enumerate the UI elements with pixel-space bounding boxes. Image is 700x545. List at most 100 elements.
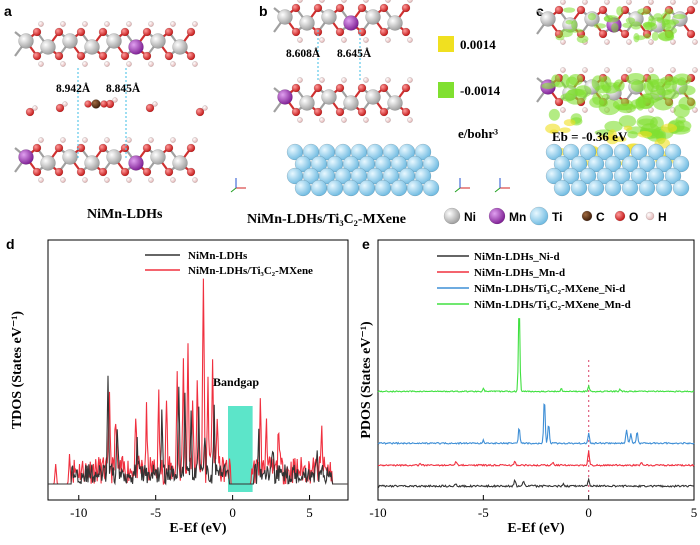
chart-d: d -10 -5 0 5 E-Ef (eV) TDOS (States eV⁻¹) B… — [6, 236, 349, 536]
isosurface-blob — [673, 14, 686, 20]
o-atom — [120, 143, 130, 153]
o-atom — [164, 143, 174, 153]
distance-label-a2: 8.845Å — [106, 81, 141, 95]
h-atom — [626, 67, 632, 73]
x-tick-label: 5 — [306, 505, 313, 520]
h-atom — [104, 177, 110, 183]
isosurface-blob — [675, 116, 686, 124]
chart-e-plot-area: -10 -5 0 5 — [369, 318, 697, 520]
o-atom — [54, 27, 64, 37]
h-atom — [297, 37, 303, 43]
ti-atom — [358, 179, 376, 197]
ni-atom — [277, 9, 293, 25]
h-atom — [385, 117, 391, 123]
h-atom — [192, 21, 198, 27]
ti-atom — [596, 143, 614, 161]
ti-atom — [587, 155, 605, 173]
panel-b-ldh-layer-mid — [273, 77, 413, 123]
panel-a-bottom-layer — [14, 137, 198, 183]
ti-atom — [579, 167, 597, 185]
c-atom — [91, 99, 101, 109]
ti-atom — [545, 143, 563, 161]
ti-atom — [664, 167, 682, 185]
isosurface-blob — [551, 74, 561, 87]
o-atom — [145, 103, 155, 113]
isosurface-blob — [618, 115, 637, 128]
ti-atom — [529, 206, 549, 226]
h-atom — [385, 0, 391, 3]
panel-b: b 8.608Å 8.645Å NiMn-LDHs/Ti₃C₂-MXene 0.… — [247, 0, 501, 227]
h-atom — [104, 21, 110, 27]
ti-atom — [570, 155, 588, 173]
ti-atom — [630, 143, 648, 161]
o-atom — [686, 29, 696, 39]
h-atom — [582, 0, 588, 5]
iso-positive-label: 0.0014 — [460, 37, 496, 52]
o-atom — [379, 107, 389, 117]
isosurface-blob — [612, 98, 634, 111]
chart-e-frame — [377, 239, 695, 501]
h-atom — [385, 77, 391, 83]
panel-c: c Eb = -0.36 eV — [536, 0, 698, 197]
isosurface-blob — [633, 32, 640, 43]
h-atom — [60, 61, 66, 67]
isosurface-blob — [565, 19, 574, 25]
h-atom — [60, 21, 66, 27]
ni-atom — [40, 39, 56, 55]
isosurface-blob — [623, 125, 633, 131]
o-atom — [335, 27, 345, 37]
h-atom — [192, 177, 198, 183]
series-line-ldh-mn-d — [377, 451, 695, 467]
ni-atom — [150, 149, 166, 165]
ti-atom — [562, 167, 580, 185]
iso-negative-swatch — [438, 82, 454, 98]
ti-atom — [422, 155, 440, 173]
isosurface-blob — [603, 15, 614, 22]
h-atom — [126, 21, 132, 27]
isosurface-blob — [593, 23, 606, 29]
isosurface-blob — [576, 35, 589, 44]
panel-b-letter: b — [259, 3, 268, 19]
ni-atom — [540, 11, 556, 27]
ti-atom — [655, 179, 673, 197]
ti-atom — [672, 179, 690, 197]
isosurface-blob — [612, 81, 622, 89]
isosurface-blob — [660, 123, 678, 133]
h-atom — [126, 61, 132, 67]
isosurface-blob — [559, 127, 571, 133]
h-atom — [363, 77, 369, 83]
chart-e-legend: NiMn-LDHs_Ni-d NiMn-LDHs_Mn-d NiMn-LDHs/… — [437, 251, 631, 311]
binding-energy-label: Eb = -0.36 eV — [552, 129, 628, 144]
ti-atom — [553, 155, 571, 173]
element-legend-label: Mn — [509, 210, 526, 224]
ti-atom — [294, 179, 312, 197]
o-atom — [76, 167, 86, 177]
h-atom — [60, 137, 66, 143]
o-atom — [379, 27, 389, 37]
isosurface-blob — [568, 73, 584, 86]
chart-e: e -10 -5 0 5 E-Ef (eV) PDOS (States eV⁻¹) N… — [359, 236, 697, 536]
isosurface-blob — [587, 12, 596, 21]
h-atom — [692, 67, 698, 73]
panel-a-interlayer-molecules — [25, 97, 208, 117]
legend-label-e-4: NiMn-LDHs/Ti₃C₂-MXene_Mn-d — [474, 299, 631, 311]
ni-atom — [18, 33, 34, 49]
isosurface-blob — [574, 85, 592, 98]
ni-atom — [106, 33, 122, 49]
ti-atom — [613, 143, 631, 161]
o-atom — [335, 107, 345, 117]
h-atom — [626, 39, 632, 45]
h-atom — [148, 177, 154, 183]
o-atom — [291, 107, 301, 117]
o-atom — [164, 27, 174, 37]
h-atom — [170, 177, 176, 183]
iso-negative-label: -0.0014 — [460, 83, 501, 98]
isosurface-blob — [614, 136, 627, 143]
isosurface-blob — [637, 130, 653, 138]
h-atom — [319, 37, 325, 43]
isosurface-blob — [563, 7, 576, 13]
h-atom — [604, 0, 610, 5]
isosurface-blob — [548, 108, 560, 121]
h-atom — [626, 0, 632, 5]
o-atom — [142, 143, 152, 153]
